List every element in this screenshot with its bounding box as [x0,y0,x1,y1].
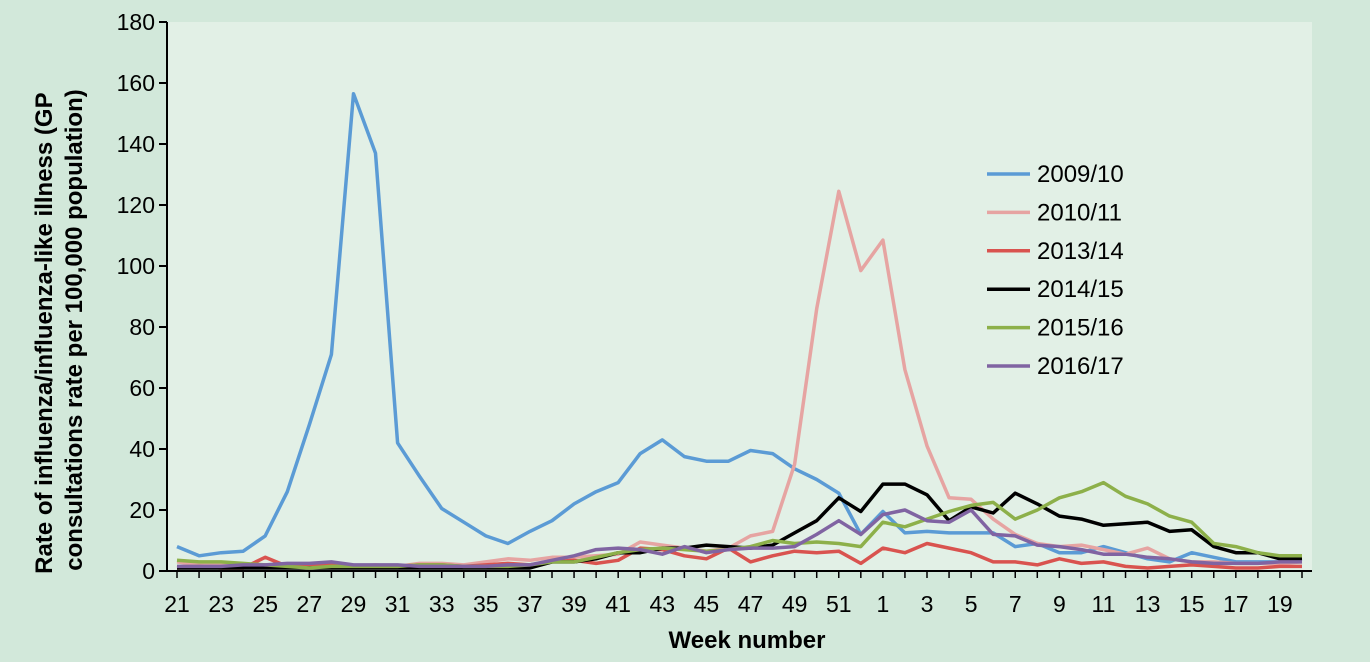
series-line-2016-17 [177,508,1302,569]
x-tick-label: 21 [164,591,190,617]
x-axis-label: Week number [669,627,826,654]
y-tick-label: 60 [129,375,155,401]
y-tick-label: 100 [117,253,155,279]
x-tick-label: 31 [385,591,411,617]
x-tick-label: 29 [341,591,367,617]
x-tick-label: 1 [876,591,889,617]
y-tick-label: 80 [129,314,155,340]
y-axis-label-line1: Rate of influenza/influenza-like illness… [31,92,58,573]
x-tick-label: 7 [1009,591,1022,617]
x-tick-label: 47 [738,591,764,617]
x-tick-label: 23 [208,591,234,617]
x-tick-label: 37 [517,591,543,617]
series-lines [176,91,1303,570]
y-axis-label-line2: consultations rate per 100,000 populatio… [61,89,88,570]
legend-label: 2013/14 [1037,238,1124,265]
legend-label: 2015/16 [1037,315,1124,342]
x-tick-label: 13 [1135,591,1161,617]
x-tick-label: 9 [1053,591,1066,617]
x-tick-label: 5 [965,591,978,617]
x-tick-label: 27 [297,591,323,617]
x-tick-label: 39 [561,591,587,617]
y-tick-label: 120 [117,192,155,218]
y-tick-label: 0 [142,558,155,584]
legend-label: 2009/10 [1037,161,1124,188]
x-tick-label: 35 [473,591,499,617]
x-tick-label: 33 [429,591,455,617]
y-tick-label: 160 [117,70,155,96]
x-tick-label: 11 [1092,591,1116,617]
x-tick-label: 3 [921,591,934,617]
x-tick-label: 41 [605,591,631,617]
x-tick-label: 15 [1179,591,1205,617]
x-tick-label: 49 [782,591,808,617]
x-tick-label: 51 [826,591,852,617]
plot-area [167,22,1312,571]
legend-label: 2010/11 [1037,199,1122,226]
y-tick-label: 20 [129,497,155,523]
x-tick-label: 43 [649,591,675,617]
y-tick-label: 40 [129,436,155,462]
x-ticks: 21 23 25 27 29 31 33 35 37 39 41 43 45 47 49 51 1 3 5 7 9 11 1… [164,571,1303,617]
legend-label: 2014/15 [1037,276,1124,303]
legend: 2009/10 2010/11 2013/14 2014/15 2015/16 2016/… [987,161,1124,380]
y-tick-label: 140 [117,131,155,157]
x-tick-label: 17 [1223,591,1249,617]
y-tick-label: 180 [117,9,155,35]
x-tick-label: 45 [694,591,720,617]
x-tick-label: 19 [1267,591,1293,617]
legend-label: 2016/17 [1037,353,1124,380]
x-tick-label: 25 [252,591,278,617]
series-line-2009-10 [176,91,1303,564]
y-axis-label: Rate of influenza/influenza-like illness… [31,86,88,574]
y-ticks: 0 20 40 60 80 100 120 140 160 180 [117,9,167,584]
